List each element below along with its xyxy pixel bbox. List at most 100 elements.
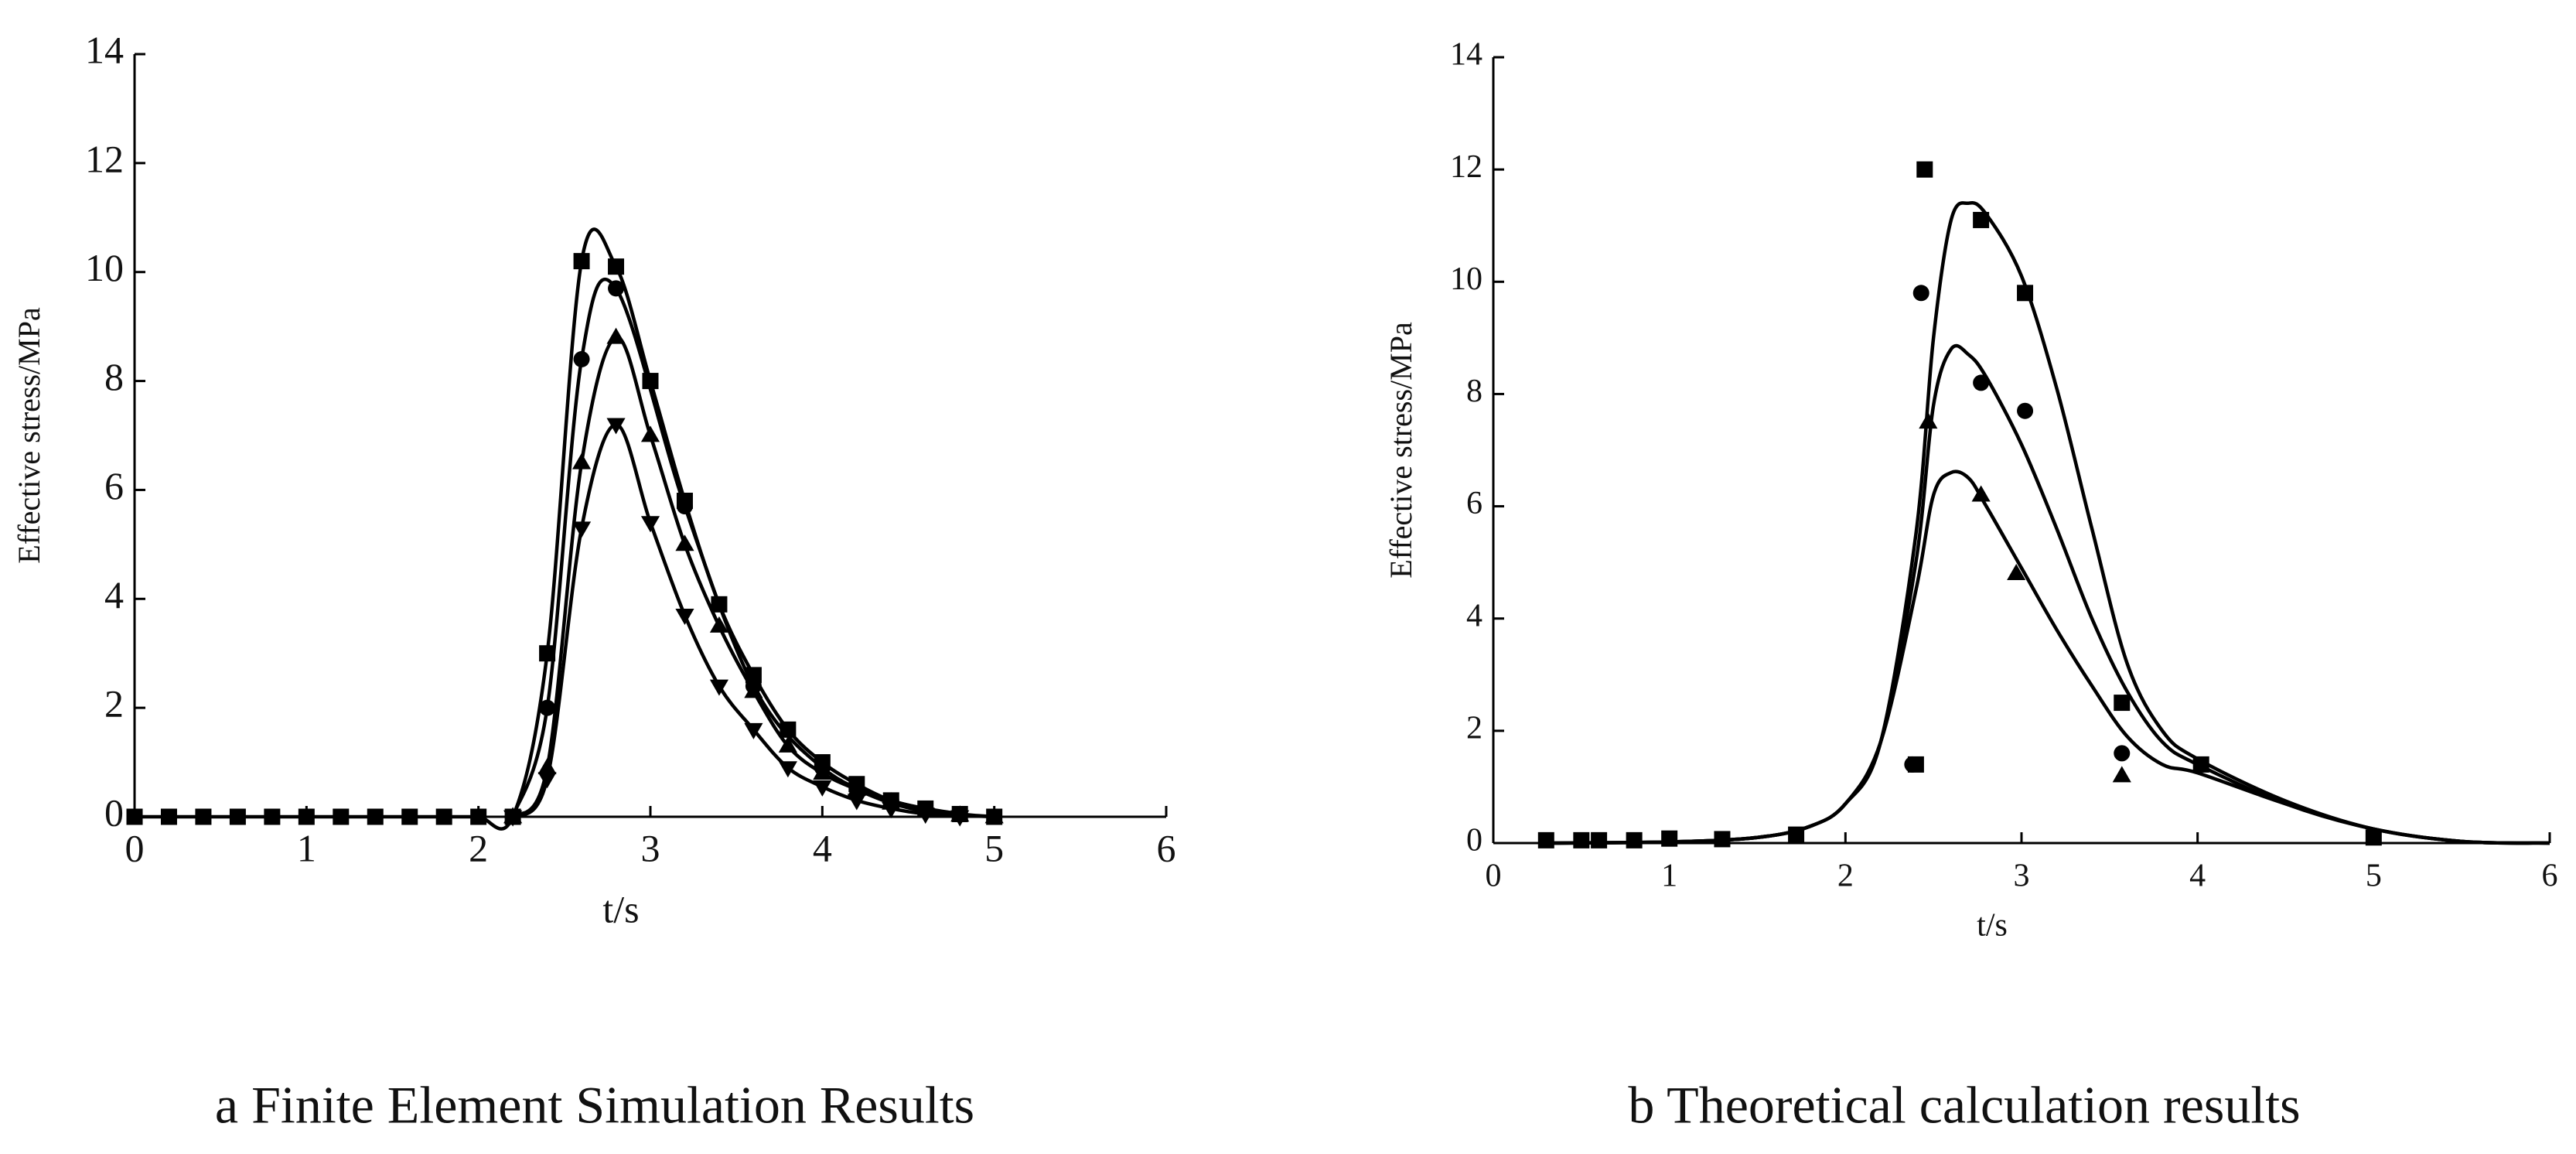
- marker: [539, 645, 556, 662]
- marker: [675, 609, 694, 626]
- marker: [709, 679, 729, 696]
- marker: [1661, 830, 1678, 847]
- x-tick-label: 2: [469, 826, 488, 869]
- marker: [573, 253, 590, 270]
- marker: [608, 258, 625, 275]
- x-axis-label: t/s: [1977, 908, 2008, 944]
- marker: [2007, 564, 2026, 581]
- marker: [1626, 831, 1643, 848]
- marker: [367, 808, 384, 825]
- marker: [676, 498, 693, 515]
- x-tick-label: 5: [984, 826, 1004, 869]
- marker: [640, 516, 660, 533]
- marker: [744, 681, 763, 698]
- series-line: [511, 335, 995, 819]
- marker: [1537, 831, 1554, 848]
- marker: [503, 810, 523, 827]
- marker: [2114, 695, 2131, 712]
- y-tick-label: 10: [1450, 261, 1482, 297]
- marker: [608, 280, 625, 297]
- marker: [813, 780, 832, 797]
- y-tick-label: 2: [104, 682, 124, 726]
- y-tick-label: 6: [104, 464, 124, 507]
- marker: [264, 808, 281, 825]
- marker: [1573, 831, 1590, 848]
- x-tick-label: 3: [641, 826, 660, 869]
- marker: [778, 761, 797, 778]
- marker: [2017, 285, 2034, 302]
- x-tick-label: 4: [2189, 859, 2206, 894]
- x-tick-label: 3: [2014, 859, 2030, 894]
- marker: [1973, 374, 1990, 391]
- marker: [1591, 831, 1608, 848]
- x-tick-label: 0: [1486, 859, 1502, 894]
- marker: [675, 534, 694, 551]
- marker: [1971, 485, 1991, 502]
- chart-title: a Finite Element Simulation Results: [215, 1076, 974, 1135]
- marker: [298, 808, 315, 825]
- marker: [640, 425, 660, 442]
- marker: [1973, 211, 1990, 228]
- series-line: [1546, 469, 2550, 845]
- marker: [813, 763, 832, 780]
- y-axis-label: Effective stress/MPa: [1384, 322, 1418, 579]
- x-tick-label: 1: [297, 826, 316, 869]
- x-tick-label: 6: [1157, 826, 1176, 869]
- y-tick-label: 2: [1466, 710, 1482, 746]
- marker: [1919, 412, 1938, 429]
- x-tick-label: 2: [1837, 859, 1854, 894]
- marker: [2365, 829, 2382, 846]
- marker: [470, 808, 487, 825]
- series-line: [1546, 200, 2550, 845]
- marker: [537, 772, 557, 789]
- series-line: [1546, 343, 2550, 845]
- x-tick-label: 0: [125, 826, 145, 869]
- marker: [333, 808, 350, 825]
- y-tick-label: 14: [85, 28, 124, 71]
- marker: [1912, 285, 1929, 302]
- marker: [847, 780, 866, 797]
- marker: [916, 807, 935, 825]
- y-tick-label: 10: [85, 246, 124, 289]
- marker: [2017, 402, 2034, 419]
- x-tick-label: 1: [1661, 859, 1677, 894]
- marker: [1916, 161, 1933, 178]
- x-tick-label: 4: [813, 826, 832, 869]
- marker: [606, 418, 626, 435]
- y-tick-label: 6: [1466, 486, 1482, 521]
- marker: [401, 808, 418, 825]
- marker: [573, 350, 590, 367]
- marker: [709, 616, 729, 633]
- marker: [778, 736, 797, 753]
- marker: [882, 802, 901, 819]
- marker: [1904, 756, 1921, 773]
- marker: [195, 808, 212, 825]
- marker: [847, 794, 866, 811]
- marker: [537, 758, 557, 775]
- y-tick-label: 0: [104, 790, 124, 834]
- y-tick-label: 8: [104, 355, 124, 398]
- y-tick-label: 12: [85, 137, 124, 180]
- y-tick-label: 0: [1466, 823, 1482, 859]
- marker: [160, 808, 177, 825]
- marker: [1714, 831, 1731, 848]
- marker: [435, 808, 452, 825]
- marker: [571, 521, 592, 538]
- marker: [2112, 766, 2131, 783]
- marker: [1788, 826, 1805, 843]
- marker: [744, 722, 763, 739]
- chart-title: b Theoretical calculation results: [1628, 1076, 2300, 1135]
- marker: [984, 807, 1004, 824]
- marker: [606, 327, 626, 344]
- marker: [950, 810, 970, 827]
- y-tick-label: 4: [1466, 598, 1482, 633]
- y-tick-label: 12: [1450, 149, 1482, 185]
- marker: [2192, 756, 2209, 773]
- marker: [539, 699, 556, 716]
- x-axis-label: t/s: [602, 887, 639, 930]
- series-line: [511, 422, 960, 819]
- marker: [571, 452, 592, 469]
- series-line: [510, 277, 960, 818]
